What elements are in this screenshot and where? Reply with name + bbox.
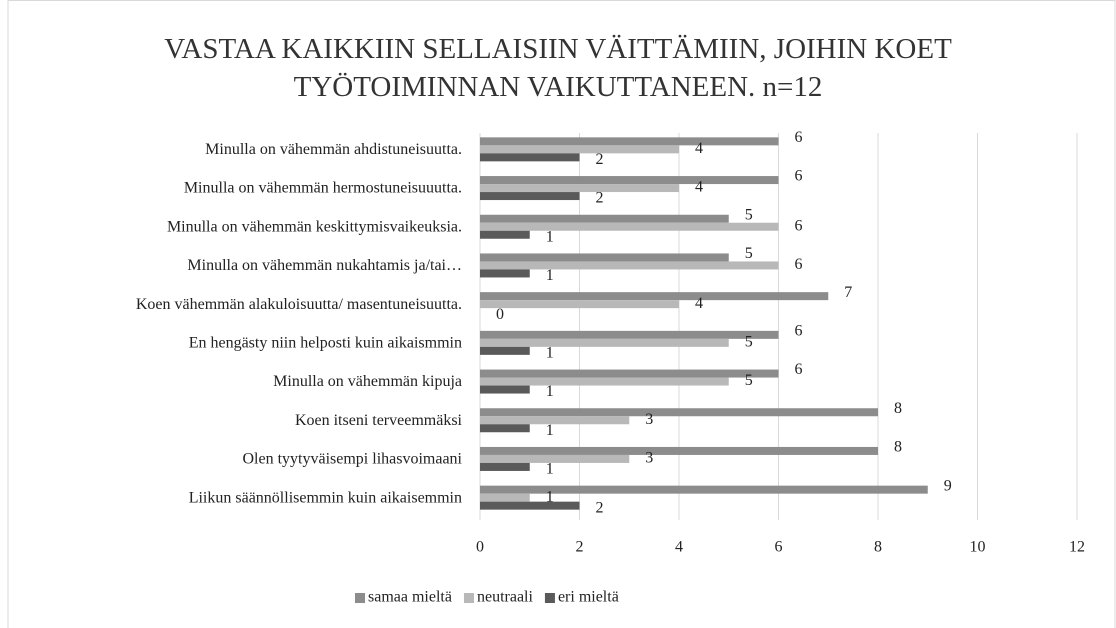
legend-swatch xyxy=(544,593,555,603)
data-label: 5 xyxy=(745,206,753,223)
bar xyxy=(480,137,779,146)
bar xyxy=(480,192,580,201)
data-label: 6 xyxy=(795,168,803,185)
bar xyxy=(480,462,530,471)
bar xyxy=(480,377,729,386)
bar xyxy=(480,153,580,162)
data-label: 9 xyxy=(944,477,952,494)
bar xyxy=(480,416,630,425)
data-label: 6 xyxy=(795,323,803,340)
bar xyxy=(480,493,530,502)
bar xyxy=(480,330,779,339)
y-tick-label: Olen tyytyväisempi lihasvoimaani xyxy=(242,451,462,468)
bar xyxy=(480,408,878,417)
bar xyxy=(480,369,779,378)
bar xyxy=(480,501,580,510)
y-tick-label: Minulla on vähemmän ahdistuneisuutta. xyxy=(205,141,462,158)
bar xyxy=(480,454,630,463)
data-label: 1 xyxy=(546,461,554,478)
bar xyxy=(480,338,729,347)
data-label: 0 xyxy=(496,306,504,323)
data-label: 2 xyxy=(596,190,604,207)
bar xyxy=(480,253,729,262)
bar xyxy=(480,269,530,278)
data-label: 5 xyxy=(745,245,753,262)
bar xyxy=(480,261,779,270)
data-label: 4 xyxy=(695,295,703,312)
bar xyxy=(480,446,878,455)
data-label: 1 xyxy=(546,267,554,284)
data-label: 4 xyxy=(695,140,703,157)
data-label: 6 xyxy=(795,217,803,234)
x-tick-label: 2 xyxy=(576,539,584,556)
data-label: 1 xyxy=(546,488,554,505)
y-tick-label: En hengästy niin helposti kuin aikaismmi… xyxy=(189,335,462,352)
data-label: 8 xyxy=(894,400,902,417)
data-label: 1 xyxy=(546,422,554,439)
data-label: 6 xyxy=(795,256,803,273)
y-tick-label: Minulla on vähemmän nukahtamis ja/tai… xyxy=(187,257,462,274)
y-tick-label: Koen vähemmän alakuloisuutta/ masentunei… xyxy=(136,296,462,313)
bar xyxy=(480,485,928,494)
bar xyxy=(480,292,829,301)
x-tick-label: 10 xyxy=(970,539,986,556)
data-label: 8 xyxy=(894,439,902,456)
data-label: 6 xyxy=(795,129,803,146)
bar xyxy=(480,222,779,231)
x-tick-label: 0 xyxy=(476,539,484,556)
bar xyxy=(480,300,679,309)
data-label: 5 xyxy=(745,372,753,389)
data-label: 1 xyxy=(546,228,554,245)
legend-label: neutraali xyxy=(477,589,534,606)
data-label: 5 xyxy=(745,334,753,351)
bar xyxy=(480,385,530,394)
y-tick-label: Minulla on vähemmän keskittymisvaikeuksi… xyxy=(167,218,462,235)
y-tick-label: Minulla on vähemmän hermostuneisuuutta. xyxy=(184,180,462,197)
bar xyxy=(480,346,530,355)
data-label: 1 xyxy=(546,383,554,400)
x-tick-label: 6 xyxy=(775,539,783,556)
y-tick-label: Minulla on vähemmän kipuja xyxy=(273,373,462,390)
data-label: 3 xyxy=(645,450,653,467)
x-tick-label: 4 xyxy=(675,539,683,556)
legend-swatch xyxy=(463,593,474,603)
data-label: 4 xyxy=(695,179,703,196)
bar xyxy=(480,145,679,154)
chart-title: VASTAA KAIKKIIN SELLAISIIN VÄITTÄMIIN, J… xyxy=(164,33,952,103)
legend-label: eri mieltä xyxy=(558,589,619,606)
bar xyxy=(480,176,779,185)
data-label: 1 xyxy=(546,345,554,362)
data-label: 7 xyxy=(844,284,852,301)
bar xyxy=(480,230,530,239)
x-tick-label: 8 xyxy=(874,539,882,556)
chart-border xyxy=(7,0,1116,628)
data-label: 6 xyxy=(795,361,803,378)
y-tick-label: Koen itseni terveemmäksi xyxy=(295,412,463,429)
data-label: 2 xyxy=(596,499,604,516)
bar xyxy=(480,184,679,193)
legend-swatch xyxy=(355,593,365,603)
data-label: 3 xyxy=(645,411,653,428)
legend-label: samaa mieltä xyxy=(368,589,452,606)
y-tick-label: Liikun säännöllisemmin kuin aikaisemmin xyxy=(189,489,462,506)
x-tick-label: 12 xyxy=(1069,539,1085,556)
data-label: 2 xyxy=(596,151,604,168)
bar xyxy=(480,214,729,223)
bar xyxy=(480,424,530,433)
